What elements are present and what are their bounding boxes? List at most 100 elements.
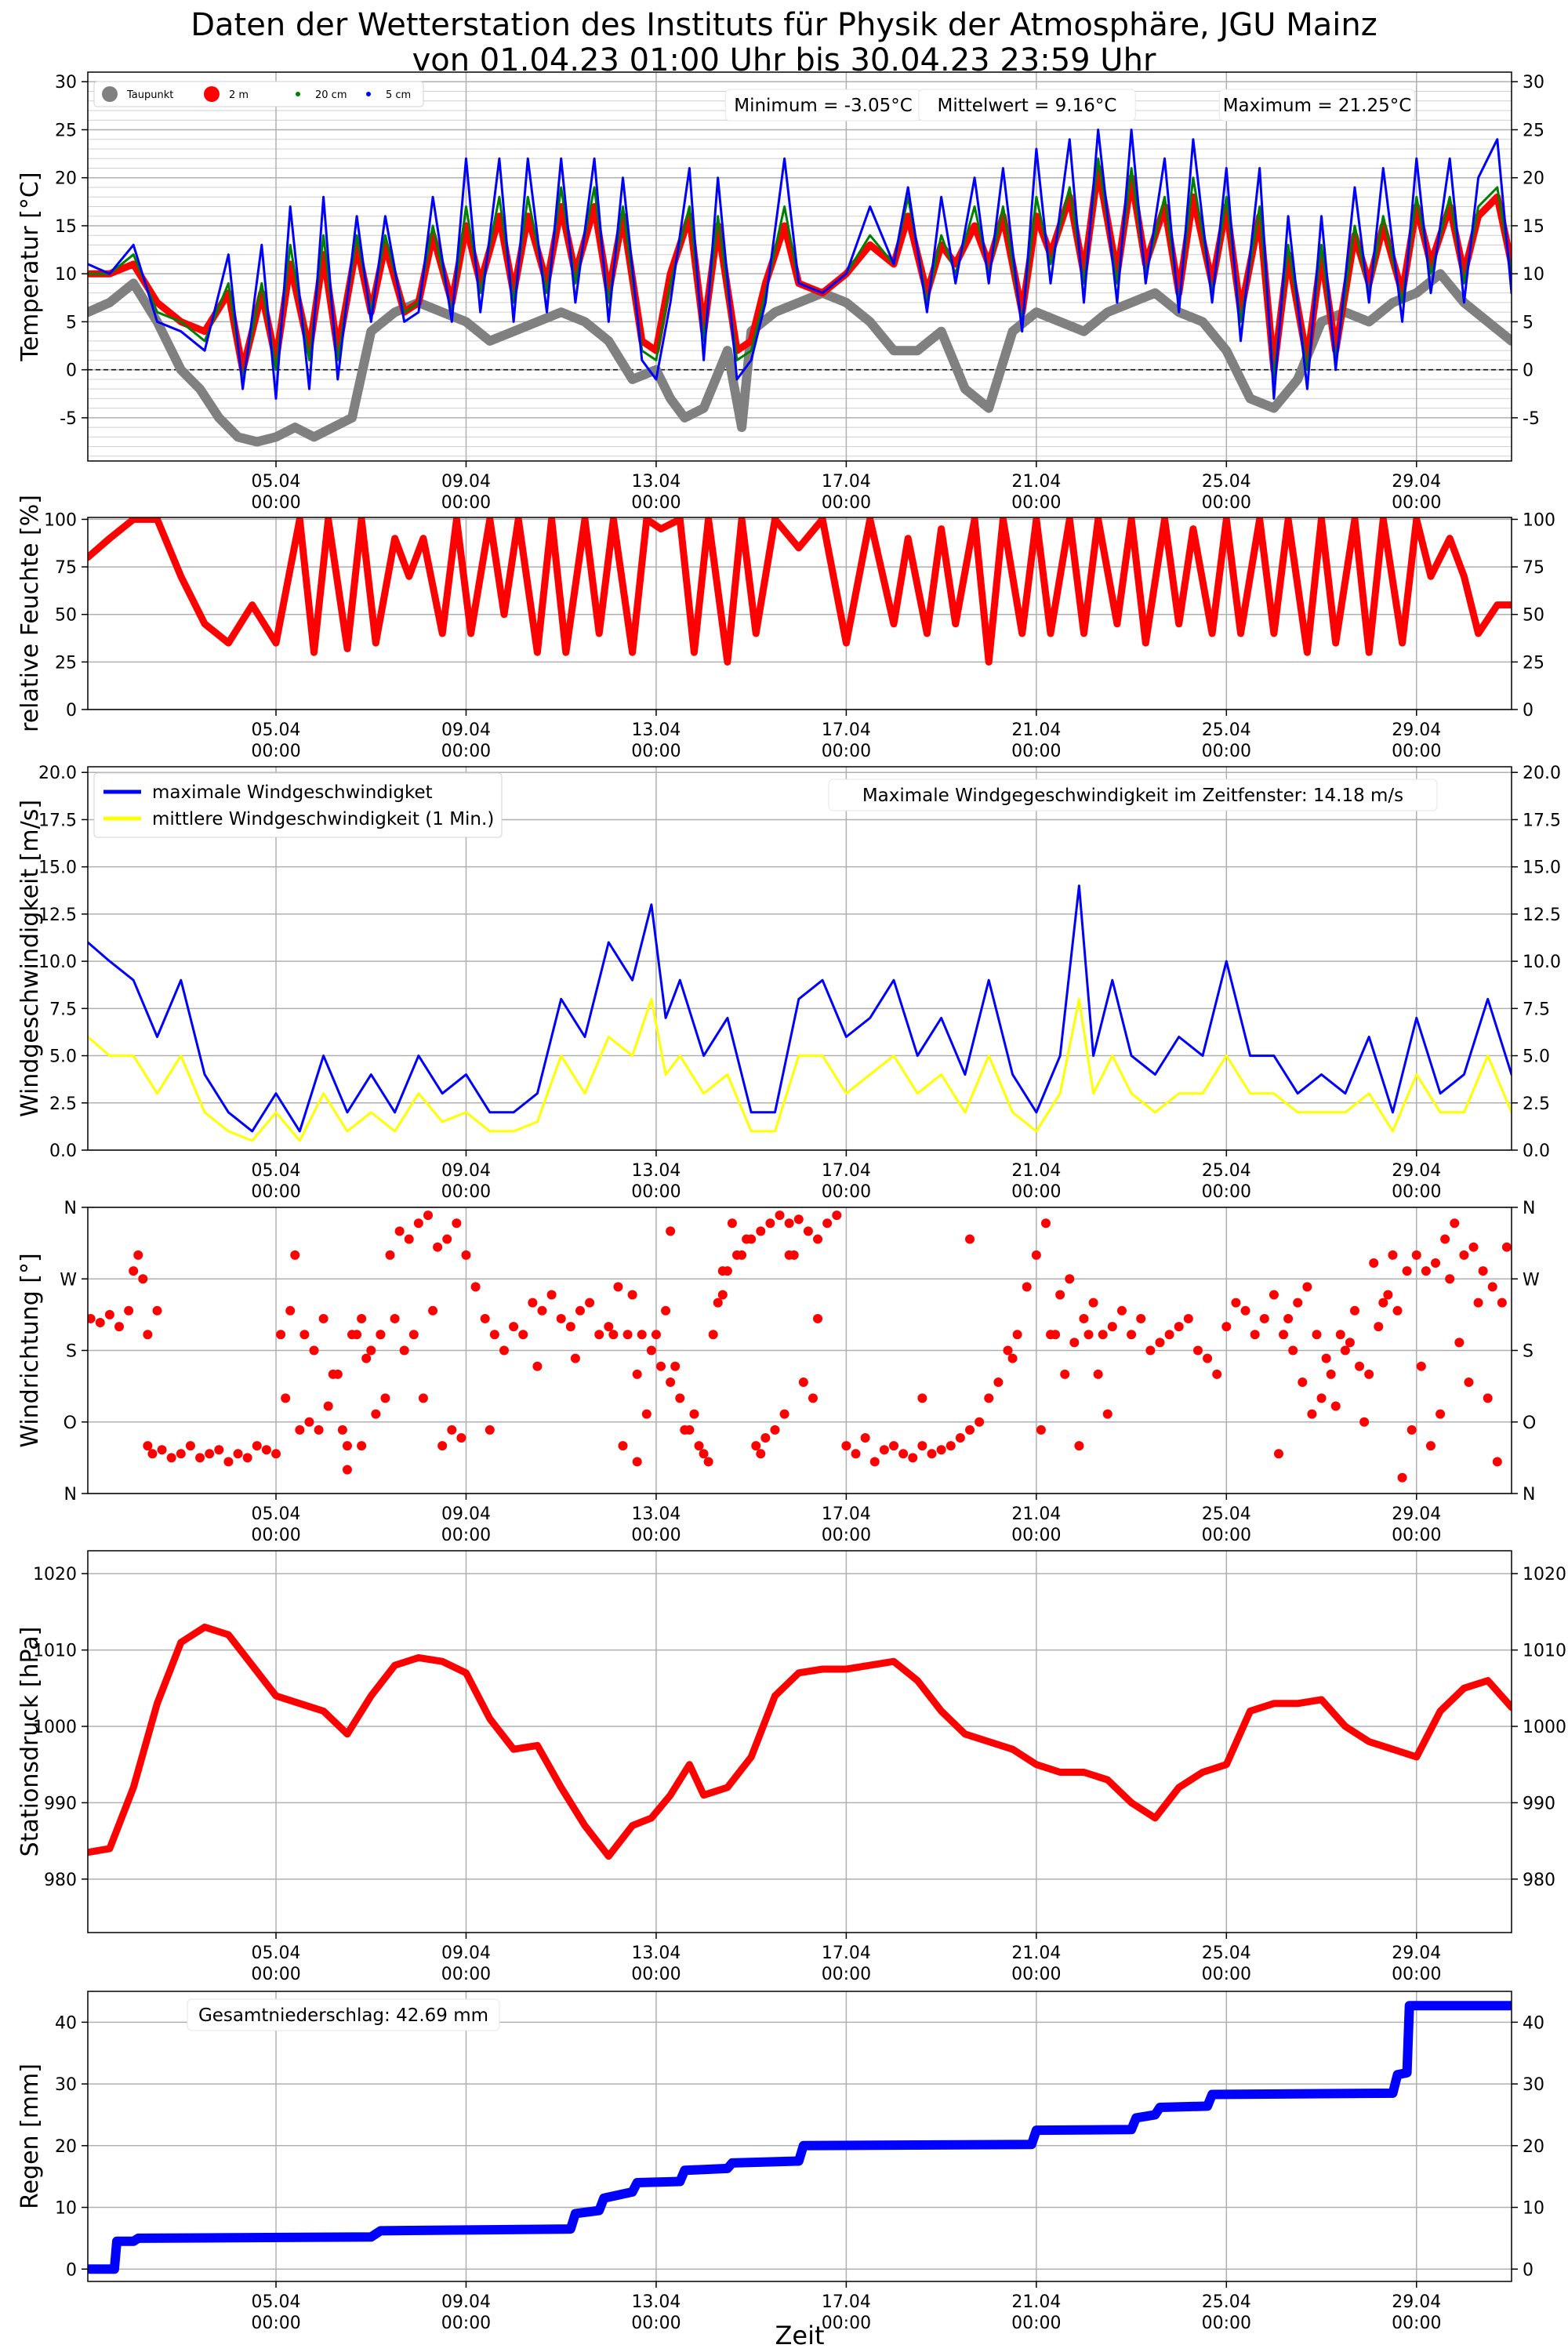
data-point	[694, 1441, 704, 1451]
data-point	[1283, 1313, 1294, 1323]
data-point	[760, 1433, 771, 1443]
x-tick-label-time: 00:00	[1202, 2314, 1251, 2333]
y-tick-label-left: 10	[55, 2199, 77, 2219]
y-tick-label-right: 30	[1523, 73, 1544, 93]
y-tick-label-left: 15	[55, 217, 77, 237]
data-point	[380, 1393, 390, 1403]
y-tick-label-left: S	[66, 1342, 77, 1362]
plot-frame	[87, 1207, 1512, 1494]
data-point	[927, 1449, 937, 1459]
data-point	[585, 1298, 595, 1308]
data-point	[917, 1441, 927, 1451]
y-tick-label-right: 50	[1523, 606, 1544, 626]
series-line	[88, 165, 1512, 374]
annotation-box	[828, 779, 1438, 811]
y-tick-label-left: W	[60, 1270, 77, 1290]
data-point	[1402, 1266, 1412, 1276]
data-point	[946, 1441, 956, 1451]
x-tick-label-time: 00:00	[1011, 1526, 1061, 1545]
data-point	[304, 1417, 314, 1427]
chart-title-line2: von 01.04.23 01:00 Uhr bis 30.04.23 23:5…	[412, 42, 1156, 78]
y-tick-label-right: 10	[1523, 2199, 1544, 2219]
data-point	[1164, 1330, 1174, 1340]
data-point	[114, 1322, 125, 1332]
y-tick-label-right: 0	[1523, 361, 1534, 381]
data-point	[1259, 1313, 1269, 1323]
y-axis-label: relative Feuchte [%]	[16, 495, 44, 732]
data-point	[565, 1322, 575, 1332]
data-point	[1046, 1330, 1056, 1340]
data-point	[646, 1345, 656, 1356]
data-point	[1065, 1274, 1075, 1284]
data-point	[1240, 1305, 1250, 1316]
data-point	[1411, 1250, 1421, 1260]
data-point	[1145, 1345, 1156, 1356]
data-point	[984, 1393, 994, 1403]
data-point	[461, 1250, 471, 1260]
y-tick-label-left: 17.5	[38, 811, 77, 830]
x-tick-label-date: 17.04	[822, 2292, 871, 2312]
x-tick-label-time: 00:00	[1202, 1526, 1251, 1545]
x-tick-label-time: 00:00	[441, 1182, 491, 1202]
data-point	[1136, 1313, 1146, 1323]
y-tick-label-right: 40	[1523, 2013, 1544, 2033]
legend-label: Taupunkt	[126, 89, 173, 101]
data-point	[1454, 1338, 1465, 1348]
y-tick-label-left: 30	[55, 73, 77, 93]
data-point	[352, 1330, 362, 1340]
data-point	[860, 1433, 870, 1443]
data-point	[342, 1465, 352, 1475]
y-tick-label-right: S	[1523, 1342, 1534, 1362]
data-point	[727, 1218, 737, 1229]
x-tick-label-time: 00:00	[631, 493, 681, 513]
data-point	[337, 1425, 347, 1435]
x-tick-label-time: 00:00	[1011, 1182, 1061, 1202]
legend-marker	[102, 86, 118, 102]
data-point	[1497, 1298, 1507, 1308]
series-group-pressure	[88, 1623, 1512, 1860]
annotation-box	[187, 1998, 500, 2031]
data-point	[1316, 1393, 1327, 1403]
x-tick-label-time: 00:00	[631, 1526, 681, 1545]
x-tick-label-date: 17.04	[822, 1944, 871, 1963]
data-point	[452, 1218, 462, 1229]
data-point	[1374, 0, 1383, 5]
data-point	[898, 1449, 909, 1459]
y-tick-label-left: 25	[55, 121, 77, 140]
panel-humidity: 0 0 25 25 50 50 75 75 100 100 05.04 00:00 09.04 00:00…	[16, 495, 1555, 761]
x-tick-label-time: 00:00	[1202, 1182, 1251, 1202]
x-tick-label-time: 00:00	[822, 2314, 871, 2333]
annotation-text: Gesamtniederschlag: 42.69 mm	[198, 2005, 488, 2026]
y-tick-label-right: -5	[1523, 409, 1540, 429]
data-point	[1022, 1282, 1032, 1292]
y-tick-label-left: 10	[55, 265, 77, 285]
data-point	[124, 1305, 134, 1316]
data-point	[104, 1309, 114, 1319]
y-tick-label-right: 20.0	[1523, 764, 1561, 783]
panel-wind_direction: N NO OS SW WN N05.0400:0009.0400:0013.0400:00…	[16, 0, 1540, 1545]
legend-label: mittlere Windgeschwindigkeit (1 Min.)	[152, 809, 494, 829]
series-group-rain	[88, 2001, 1512, 2274]
data-point	[1192, 1345, 1203, 1356]
data-point	[205, 1449, 215, 1459]
x-tick-label-date: 13.04	[631, 472, 681, 492]
panel-wind_speed: 0.0 0.0 2.5 2.5 5.0 5.0 7.5 7.5 10.0 10.0 12.5 12.5…	[16, 764, 1561, 1202]
data-point	[281, 1393, 291, 1403]
data-point	[717, 1266, 728, 1276]
y-tick-label-left: 15.0	[38, 858, 77, 878]
data-point	[869, 1457, 880, 1467]
data-point	[129, 1266, 139, 1276]
data-point	[437, 1441, 448, 1451]
data-point	[604, 1322, 614, 1332]
data-point	[608, 1330, 619, 1340]
y-axis-label: Windgeschwindigkeit [m/s]	[16, 800, 44, 1117]
data-point	[318, 1313, 328, 1323]
y-tick-label-right: N	[1523, 1485, 1535, 1504]
x-tick-label-time: 00:00	[441, 2314, 491, 2333]
x-tick-label-time: 00:00	[1202, 742, 1251, 761]
y-tick-label-left: 20.0	[38, 764, 77, 783]
data-point	[822, 1218, 833, 1229]
data-point	[656, 1361, 666, 1371]
